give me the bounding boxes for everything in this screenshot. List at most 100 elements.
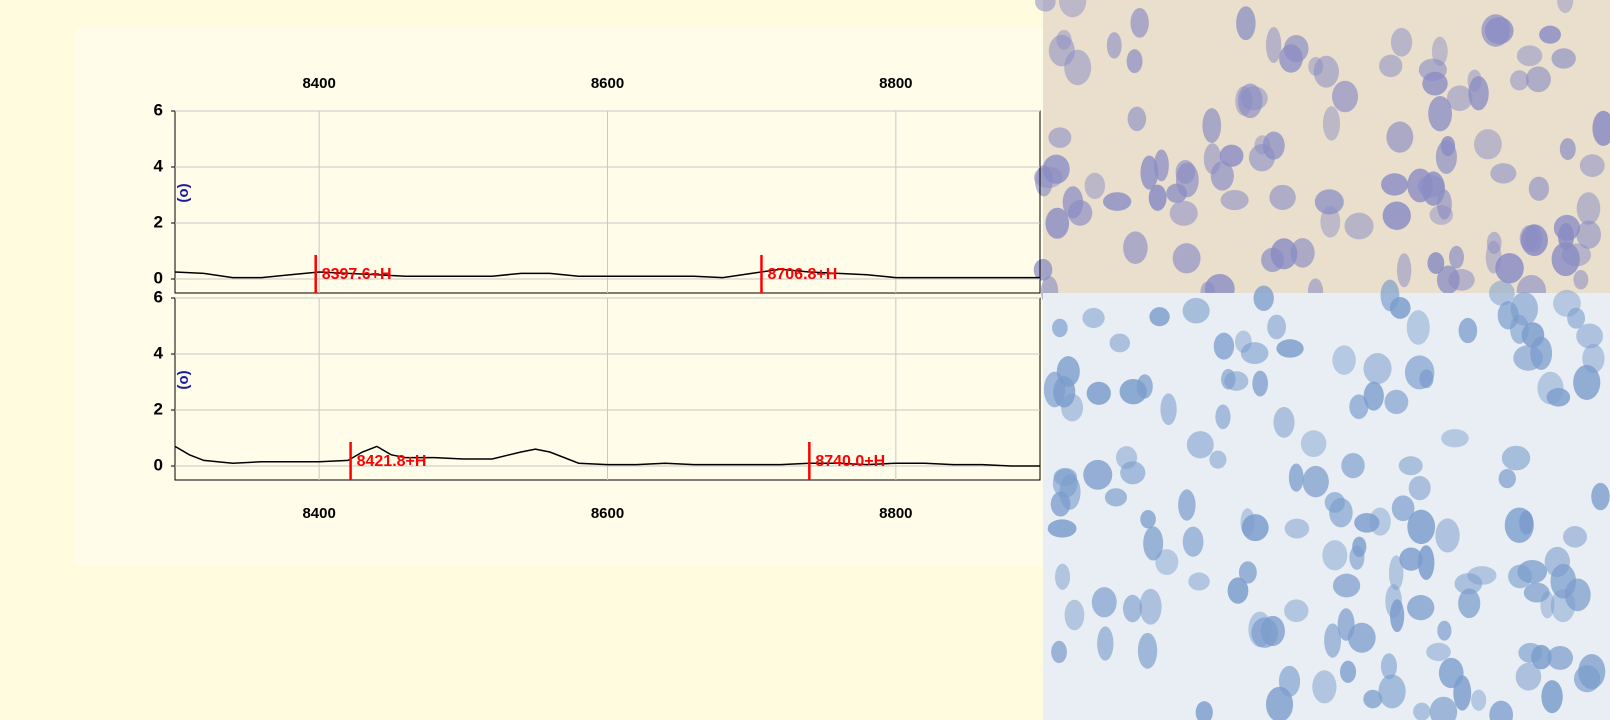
nucleus bbox=[1495, 253, 1524, 283]
x-tick-label: 8600 bbox=[591, 505, 624, 522]
nucleus bbox=[1449, 246, 1464, 269]
nucleus bbox=[1530, 337, 1552, 370]
nucleus bbox=[1409, 476, 1431, 500]
nucleus bbox=[1183, 298, 1210, 324]
nucleus bbox=[1510, 70, 1529, 90]
nucleus bbox=[1518, 643, 1542, 663]
nucleus bbox=[1577, 192, 1601, 224]
nucleus bbox=[1563, 526, 1587, 548]
nucleus bbox=[1131, 8, 1149, 38]
nucleus bbox=[1048, 519, 1077, 537]
nucleus bbox=[1354, 513, 1379, 533]
nucleus bbox=[1249, 144, 1275, 171]
nucleus bbox=[1092, 587, 1117, 617]
nucleus bbox=[1437, 266, 1460, 295]
nucleus bbox=[1573, 365, 1600, 400]
nucleus bbox=[1552, 48, 1576, 68]
nucleus bbox=[1178, 489, 1195, 520]
y-tick-label: 0 bbox=[154, 268, 163, 287]
nucleus bbox=[1386, 122, 1413, 153]
nucleus bbox=[1083, 460, 1112, 490]
y-tick-label: 0 bbox=[154, 455, 163, 474]
nucleus bbox=[1143, 526, 1163, 560]
nucleus bbox=[1502, 446, 1531, 471]
nucleus bbox=[1128, 107, 1147, 132]
nucleus bbox=[1407, 595, 1434, 620]
nucleus bbox=[1303, 466, 1329, 497]
nucleus bbox=[1468, 76, 1488, 110]
nucleus bbox=[1052, 319, 1068, 338]
nucleus bbox=[1413, 703, 1430, 720]
nucleus bbox=[1499, 469, 1516, 488]
y-tick-label: 4 bbox=[154, 156, 164, 175]
nucleus bbox=[1279, 666, 1300, 697]
peak-label: 8706.8+H bbox=[767, 266, 837, 283]
nucleus bbox=[1436, 140, 1457, 174]
nucleus bbox=[1273, 407, 1294, 438]
nucleus bbox=[1352, 537, 1366, 557]
nucleus bbox=[1407, 510, 1435, 544]
nucleus bbox=[1554, 215, 1580, 241]
nucleus bbox=[1407, 168, 1433, 202]
nucleus bbox=[1541, 680, 1562, 713]
nucleus bbox=[1349, 394, 1368, 419]
nucleus bbox=[1202, 108, 1221, 143]
nucleus bbox=[1391, 28, 1412, 57]
y-tick-label: 6 bbox=[154, 100, 163, 119]
nucleus bbox=[1138, 633, 1157, 669]
nucleus bbox=[1432, 37, 1448, 66]
nucleus bbox=[1215, 404, 1230, 429]
x-tick-label: 8600 bbox=[591, 75, 624, 92]
nucleus bbox=[1539, 26, 1561, 44]
nucleus bbox=[1107, 32, 1122, 59]
nucleus bbox=[1474, 129, 1502, 159]
nucleus bbox=[1140, 156, 1158, 190]
nucleus bbox=[1511, 292, 1538, 326]
nucleus bbox=[1565, 579, 1591, 612]
nucleus bbox=[1055, 564, 1070, 590]
nucleus bbox=[1239, 561, 1257, 583]
nucleus bbox=[1526, 66, 1551, 92]
nucleus bbox=[1430, 205, 1454, 225]
chart-panel bbox=[75, 28, 1043, 566]
nucleus bbox=[1224, 371, 1248, 391]
nucleus bbox=[1399, 547, 1423, 570]
nucleus bbox=[1378, 674, 1405, 708]
nucleus bbox=[1397, 253, 1411, 287]
nucleus bbox=[1266, 27, 1281, 63]
nucleus bbox=[1381, 173, 1408, 195]
nucleus bbox=[1332, 345, 1356, 374]
slide: 8400860088000246(o)8397.6+H8706.8+H84008… bbox=[0, 0, 1610, 720]
nucleus bbox=[1329, 498, 1352, 528]
x-tick-label: 8800 bbox=[879, 75, 912, 92]
peak-label: 8421.8+H bbox=[357, 453, 427, 470]
nucleus bbox=[1214, 333, 1234, 360]
nucleus bbox=[1458, 589, 1480, 619]
nucleus bbox=[1490, 163, 1516, 183]
nucleus bbox=[1562, 243, 1591, 266]
nucleus bbox=[1289, 464, 1304, 492]
nucleus bbox=[1043, 155, 1070, 184]
nucleus bbox=[1322, 540, 1347, 570]
x-tick-label: 8800 bbox=[879, 505, 912, 522]
nucleus bbox=[1384, 390, 1408, 414]
nucleus bbox=[1103, 192, 1131, 211]
nucleus bbox=[1123, 595, 1142, 622]
nucleus bbox=[1485, 17, 1514, 44]
y-tick-label: 6 bbox=[154, 287, 163, 306]
nucleus bbox=[1487, 232, 1502, 254]
nucleus bbox=[1065, 600, 1085, 631]
nucleus bbox=[1242, 514, 1269, 541]
nucleus bbox=[1105, 488, 1127, 506]
nucleus bbox=[1573, 270, 1588, 289]
nucleus bbox=[1407, 310, 1430, 345]
nucleus bbox=[1517, 45, 1543, 66]
nucleus bbox=[1251, 617, 1278, 647]
nucleus bbox=[1187, 431, 1214, 458]
nucleus bbox=[1576, 323, 1603, 348]
nucleus bbox=[1437, 621, 1451, 641]
nucleus bbox=[1116, 446, 1137, 469]
x-tick-label: 8400 bbox=[302, 75, 335, 92]
nucleus bbox=[1426, 643, 1451, 661]
nucleus bbox=[1547, 646, 1573, 670]
